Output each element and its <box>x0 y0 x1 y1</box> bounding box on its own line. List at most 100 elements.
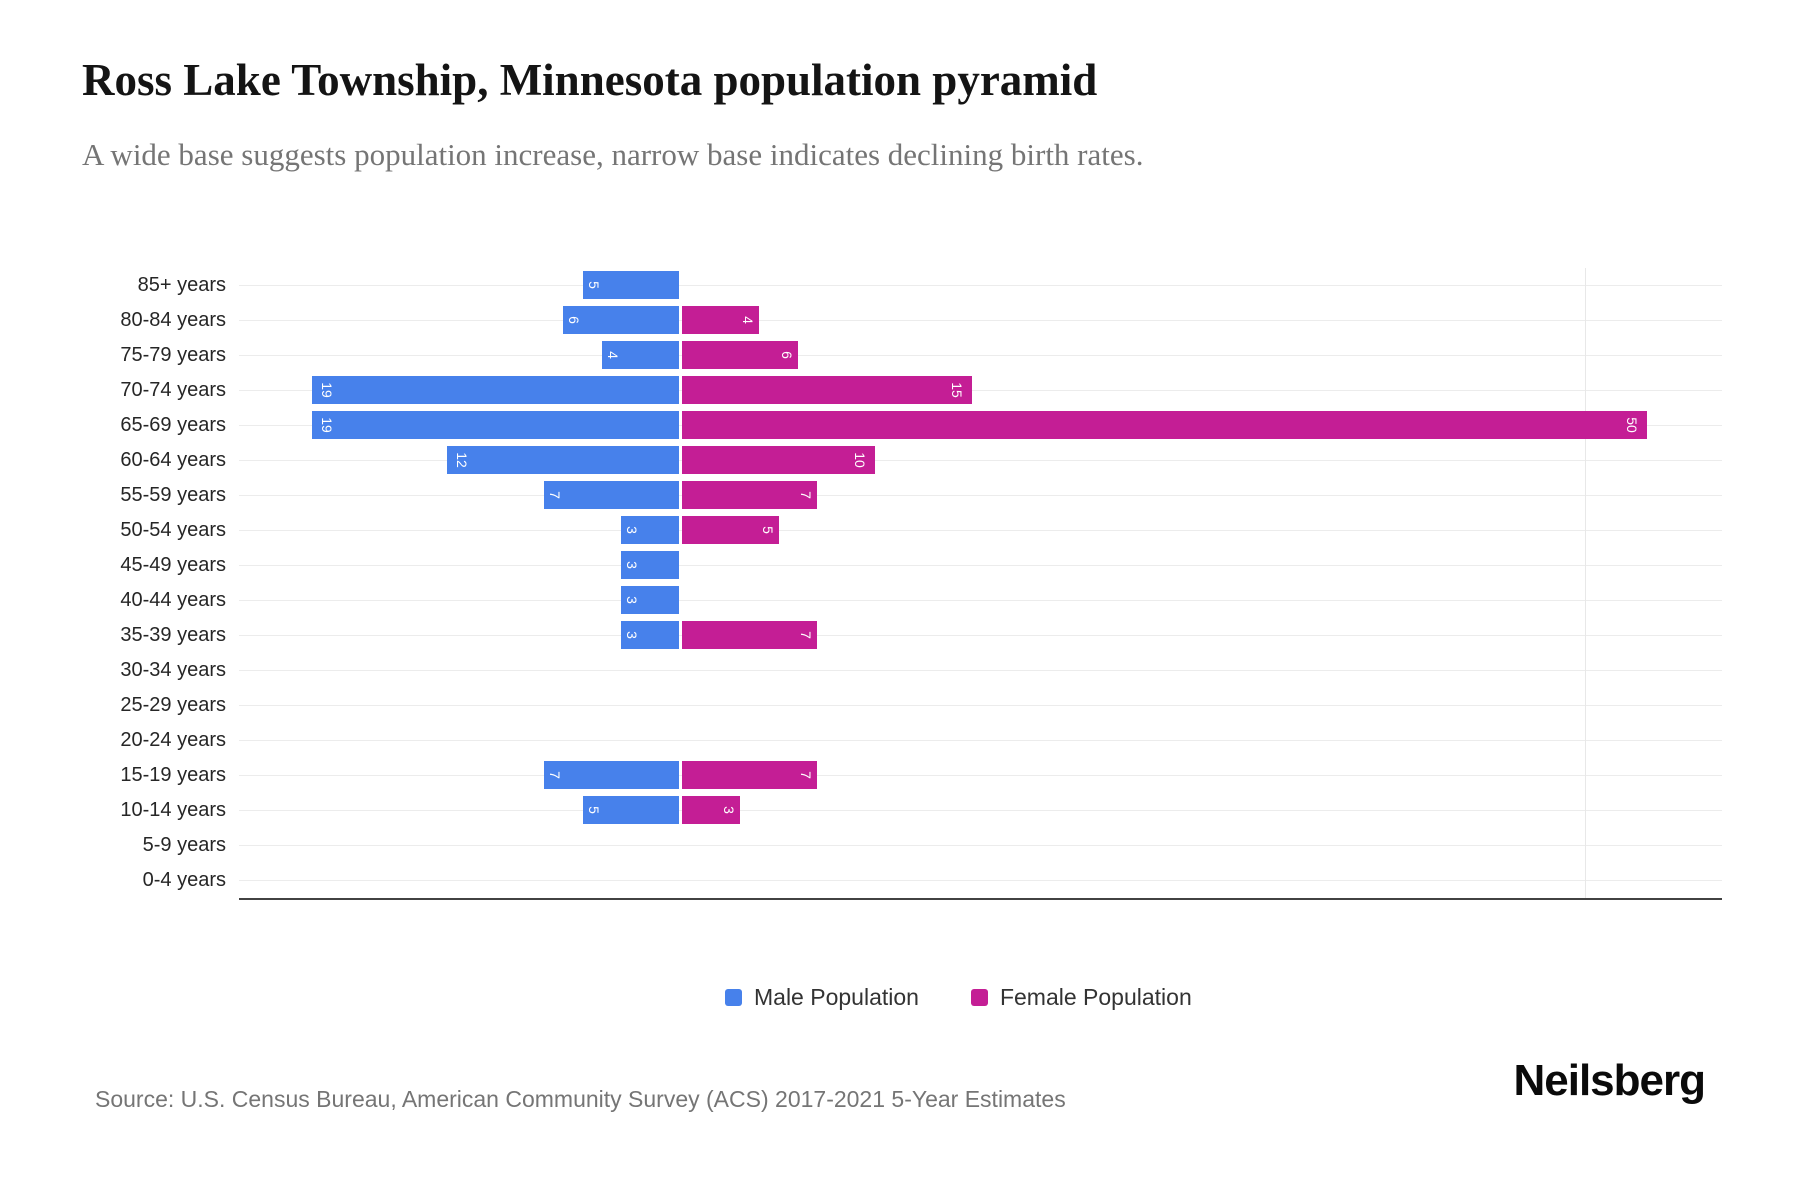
gridline <box>239 810 1722 811</box>
female-bar[interactable]: 10 <box>682 446 875 474</box>
male-bar[interactable]: 5 <box>582 796 679 824</box>
bar-value-label: 12 <box>454 452 471 468</box>
bar-value-label: 7 <box>798 771 815 779</box>
plot-cell: 19 50 <box>239 408 1722 443</box>
male-bar[interactable]: 3 <box>621 586 679 614</box>
female-bar[interactable]: 3 <box>682 796 740 824</box>
chart-subtitle: A wide base suggests population increase… <box>82 137 1144 172</box>
neilsberg-logo: Neilsberg <box>1513 1056 1706 1105</box>
legend-item-female[interactable]: Female Population <box>970 984 1192 1011</box>
bar-value-label: 10 <box>852 452 869 468</box>
chart-row: 75-79 years 4 6 <box>95 338 1722 373</box>
legend-item-male[interactable]: Male Population <box>725 984 919 1011</box>
plot-cell <box>239 828 1722 863</box>
bar-value-label: 19 <box>319 382 336 398</box>
y-axis-label: 40-44 years <box>120 589 226 611</box>
chart-row: 10-14 years 5 3 <box>95 793 1722 828</box>
bar-value-label: 3 <box>623 596 640 604</box>
y-axis-label: 45-49 years <box>120 554 226 576</box>
y-axis-label: 70-74 years <box>120 379 226 401</box>
female-bar[interactable]: 50 <box>682 411 1647 439</box>
gridline <box>239 775 1722 776</box>
female-bar[interactable]: 7 <box>682 621 818 649</box>
female-bar[interactable]: 15 <box>682 376 972 404</box>
male-bar[interactable]: 19 <box>312 376 679 404</box>
female-bar[interactable]: 5 <box>682 516 779 544</box>
female-legend-swatch-icon <box>970 989 988 1006</box>
y-axis-label: 30-34 years <box>120 659 226 681</box>
female-bar[interactable]: 7 <box>682 481 818 509</box>
gridline <box>239 670 1722 671</box>
y-axis-label: 15-19 years <box>120 764 226 786</box>
male-bar[interactable]: 3 <box>621 516 679 544</box>
chart-row: 5-9 years <box>95 828 1722 863</box>
male-bar[interactable]: 7 <box>543 761 679 789</box>
gridline <box>239 600 1722 601</box>
bar-value-label: 3 <box>623 526 640 534</box>
bar-value-label: 7 <box>798 631 815 639</box>
bar-value-label: 5 <box>585 806 602 814</box>
gridline <box>239 355 1722 356</box>
bar-value-label: 19 <box>319 417 336 433</box>
male-bar[interactable]: 7 <box>543 481 679 509</box>
legend-label-female: Female Population <box>999 984 1192 1010</box>
bar-value-label: 7 <box>798 491 815 499</box>
gridline <box>239 845 1722 846</box>
male-bar[interactable]: 4 <box>601 341 679 369</box>
chart-title: Ross Lake Township, Minnesota population… <box>82 55 1098 105</box>
female-bar[interactable]: 4 <box>682 306 760 334</box>
y-axis-label: 85+ years <box>137 274 226 296</box>
y-axis-label: 55-59 years <box>120 484 226 506</box>
gridline <box>239 460 1722 461</box>
female-bar[interactable]: 7 <box>682 761 818 789</box>
plot-cell <box>239 653 1722 688</box>
gridline <box>239 565 1722 566</box>
y-axis-label: 5-9 years <box>142 834 226 856</box>
bar-value-label: 7 <box>546 771 563 779</box>
male-bar[interactable]: 6 <box>563 306 679 334</box>
chart-row: 25-29 years <box>95 688 1722 723</box>
bar-value-label: 50 <box>1624 417 1641 433</box>
male-bar[interactable]: 19 <box>312 411 679 439</box>
chart-row: 30-34 years <box>95 653 1722 688</box>
chart-row: 60-64 years 12 10 <box>95 443 1722 478</box>
chart-row: 15-19 years 7 7 <box>95 758 1722 793</box>
bar-value-label: 5 <box>585 281 602 289</box>
male-bar[interactable]: 12 <box>447 446 679 474</box>
chart-row: 20-24 years <box>95 723 1722 758</box>
chart-row: 50-54 years 3 5 <box>95 513 1722 548</box>
source-attribution: Source: U.S. Census Bureau, American Com… <box>95 1086 1066 1112</box>
chart-row: 40-44 years 3 <box>95 583 1722 618</box>
male-bar[interactable]: 3 <box>621 621 679 649</box>
plot-cell: 3 <box>239 548 1722 583</box>
bar-value-label: 6 <box>778 351 795 359</box>
bar-value-label: 3 <box>720 806 737 814</box>
zero-axis-line <box>1585 268 1586 898</box>
chart-row: 55-59 years 7 7 <box>95 478 1722 513</box>
female-bar[interactable]: 6 <box>682 341 798 369</box>
male-bar[interactable]: 3 <box>621 551 679 579</box>
x-axis-baseline <box>239 898 1722 900</box>
y-axis-label: 80-84 years <box>120 309 226 331</box>
plot-cell: 3 <box>239 583 1722 618</box>
y-axis-label: 35-39 years <box>120 624 226 646</box>
plot-cell: 12 10 <box>239 443 1722 478</box>
y-axis-label: 20-24 years <box>120 729 226 751</box>
chart-row: 0-4 years <box>95 863 1722 898</box>
male-bar[interactable]: 5 <box>582 271 679 299</box>
plot-cell <box>239 863 1722 898</box>
bar-value-label: 4 <box>740 316 757 324</box>
chart-row: 80-84 years 6 4 <box>95 303 1722 338</box>
legend: Male Population Female Population <box>725 984 1192 1011</box>
bar-value-label: 5 <box>759 526 776 534</box>
y-axis-label: 50-54 years <box>120 519 226 541</box>
bar-value-label: 3 <box>623 631 640 639</box>
chart-row: 70-74 years 19 15 <box>95 373 1722 408</box>
y-axis-label: 10-14 years <box>120 799 226 821</box>
chart-row: 45-49 years 3 <box>95 548 1722 583</box>
gridline <box>239 635 1722 636</box>
